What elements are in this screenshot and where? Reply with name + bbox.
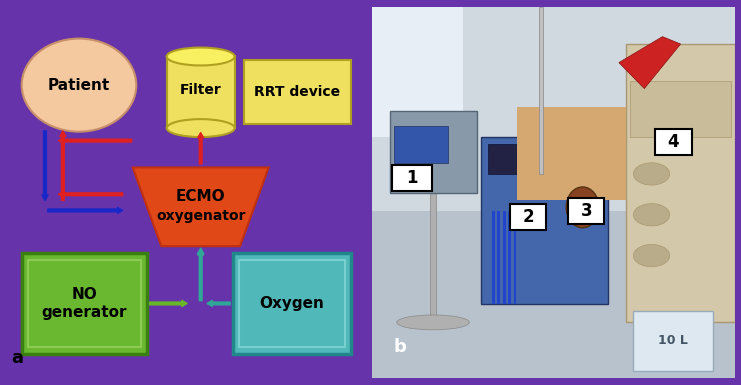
FancyBboxPatch shape: [568, 198, 605, 224]
FancyBboxPatch shape: [392, 165, 432, 191]
FancyBboxPatch shape: [390, 111, 477, 192]
Text: oxygenator: oxygenator: [156, 209, 245, 223]
Text: Oxygen: Oxygen: [259, 296, 325, 311]
FancyBboxPatch shape: [21, 253, 147, 353]
FancyBboxPatch shape: [514, 211, 516, 304]
FancyBboxPatch shape: [655, 129, 691, 156]
Ellipse shape: [634, 163, 670, 185]
FancyBboxPatch shape: [372, 211, 735, 378]
FancyBboxPatch shape: [634, 311, 714, 371]
FancyBboxPatch shape: [517, 107, 626, 200]
Text: ECMO: ECMO: [176, 189, 225, 204]
Ellipse shape: [566, 187, 599, 228]
Text: 4: 4: [668, 133, 679, 151]
Text: Filter: Filter: [180, 84, 222, 97]
Ellipse shape: [21, 38, 136, 132]
Text: 10 L: 10 L: [659, 335, 688, 347]
Text: RRT device: RRT device: [254, 85, 340, 99]
Polygon shape: [133, 167, 269, 246]
FancyBboxPatch shape: [372, 7, 462, 137]
Text: NO
generator: NO generator: [41, 287, 127, 320]
FancyBboxPatch shape: [488, 144, 542, 174]
FancyBboxPatch shape: [508, 211, 511, 304]
FancyBboxPatch shape: [430, 156, 436, 322]
FancyBboxPatch shape: [539, 7, 543, 174]
FancyBboxPatch shape: [393, 126, 448, 163]
FancyBboxPatch shape: [497, 211, 500, 304]
FancyBboxPatch shape: [372, 7, 735, 211]
FancyBboxPatch shape: [244, 60, 351, 124]
Text: a: a: [12, 349, 24, 367]
Ellipse shape: [167, 48, 235, 65]
Ellipse shape: [396, 315, 469, 330]
Text: 1: 1: [406, 169, 418, 187]
Text: 2: 2: [522, 208, 534, 226]
Ellipse shape: [634, 204, 670, 226]
Text: 3: 3: [580, 202, 592, 220]
Ellipse shape: [167, 119, 235, 137]
FancyBboxPatch shape: [233, 253, 351, 353]
FancyBboxPatch shape: [630, 81, 731, 137]
FancyBboxPatch shape: [510, 204, 546, 229]
FancyBboxPatch shape: [492, 211, 495, 304]
FancyBboxPatch shape: [626, 44, 735, 322]
Ellipse shape: [634, 244, 670, 267]
FancyBboxPatch shape: [167, 57, 235, 128]
Text: b: b: [393, 338, 407, 356]
FancyBboxPatch shape: [550, 144, 601, 174]
FancyBboxPatch shape: [502, 211, 505, 304]
Polygon shape: [619, 37, 680, 89]
Text: Patient: Patient: [48, 78, 110, 93]
FancyBboxPatch shape: [481, 137, 608, 304]
